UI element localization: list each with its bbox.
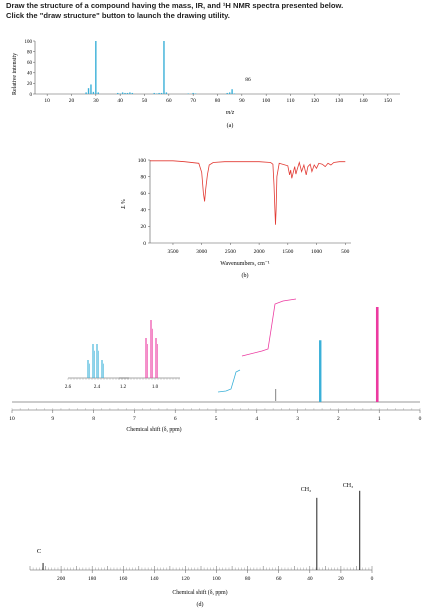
h-nmr-tms-marker	[275, 389, 277, 401]
ms-xtick-label: 130	[335, 98, 344, 104]
ir-xlabel: Wavenumbers, cm⁻¹	[220, 261, 270, 267]
ms-ytick-label: 60	[27, 61, 33, 66]
ir-ytick-label: 80	[141, 174, 147, 180]
ms-xtick-label: 10	[44, 98, 50, 104]
c-nmr-xtick-label: 160	[119, 576, 128, 582]
c-nmr-panel: 200 180 160 140 120 100 80 60 40 20 0 CH₂ CH₃ C Ch…	[29, 483, 374, 608]
ms-xtick-label: 110	[286, 98, 294, 104]
h-nmr-xtick-label: 9	[51, 416, 54, 422]
question-text: Draw the structure of a compound having …	[6, 1, 424, 20]
h-nmr-xtick-label: 1	[378, 416, 381, 422]
h-nmr-integral-cyan	[217, 369, 241, 393]
c-nmr-xlabel: Chemical shift (δ, ppm)	[172, 589, 227, 596]
ms-ytick-label: 100	[25, 40, 33, 45]
ms-ytick-label: 0	[30, 93, 33, 98]
c-nmr-xtick-label: 120	[181, 576, 190, 582]
c-nmr-xtick-label: 140	[150, 576, 159, 582]
ir-xtick-label: 3000	[196, 249, 207, 255]
inset-left-tick-1: 2.6	[65, 385, 72, 390]
ir-xtick-label: 2000	[254, 249, 265, 255]
h-nmr-inset-quartet: 2.6 2.4	[65, 344, 129, 390]
ms-xtick-label: 40	[117, 98, 123, 104]
ir-ytick-label: 100	[138, 158, 147, 164]
c-nmr-xtick-label: 100	[212, 576, 221, 582]
ms-xtick-label: 20	[69, 98, 75, 104]
ir-xtick-label: 1000	[311, 249, 322, 255]
ms-xtick-label: 70	[190, 98, 196, 104]
ir-xtick-label: 2500	[225, 249, 236, 255]
h-nmr-xtick-label: 7	[133, 416, 136, 422]
ms-annotation-86: 86	[245, 77, 251, 83]
ir-ytick-label: 20	[141, 224, 147, 230]
panel-a-label: (a)	[227, 122, 234, 129]
h-nmr-xtick-label: 4	[255, 416, 258, 422]
c-nmr-xtick-label: 60	[276, 576, 282, 582]
ms-xtick-label: 30	[93, 98, 99, 104]
ms-xtick-label: 60	[166, 98, 172, 104]
ms-xtick-label: 100	[262, 98, 271, 104]
ir-ytick-label: 0	[143, 241, 146, 247]
h-nmr-inset-triplet: 1.2 1.0	[118, 320, 180, 390]
ir-trace	[150, 160, 346, 225]
h-nmr-peak-quartet	[319, 340, 322, 402]
question-line-1: Draw the structure of a compound having …	[6, 1, 344, 10]
mass-spectrum-panel: Relative intensity 0 20 40 60 80 100 10 20 30 40…	[12, 40, 400, 129]
h-nmr-integral-pink	[241, 298, 297, 357]
ms-ytick-label: 40	[27, 72, 33, 77]
h-nmr-xtick-label: 3	[296, 416, 299, 422]
h-nmr-peak-triplet	[375, 307, 379, 402]
ir-xtick-label: 1500	[282, 249, 293, 255]
ir-spectrum-panel: % T 0 20 40 60 80 100 3500 3000 2500 2000 1500 100…	[119, 158, 351, 279]
panel-d-label: (d)	[197, 601, 204, 608]
ms-ytick-label: 80	[27, 50, 33, 55]
h-nmr-xtick-label: 6	[174, 416, 177, 422]
ms-ylabel: Relative intensity	[12, 53, 18, 95]
question-line-2: Click the "draw structure" button to lau…	[6, 10, 230, 20]
ir-xtick-label: 3500	[167, 249, 178, 255]
panel-b-label: (b)	[242, 272, 249, 279]
c-nmr-label-c: C	[37, 548, 41, 555]
h-nmr-panel: 2.6 2.4 1.2 1.0 10 9 8 7 6 5 4 3 2 1 0 Chemical sh…	[9, 298, 422, 433]
inset-right-tick-2: 1.0	[152, 385, 159, 390]
h-nmr-xtick-label: 8	[92, 416, 95, 422]
c-nmr-label-ch3: CH₃	[343, 483, 353, 489]
ms-xtick-label: 120	[311, 98, 320, 104]
c-nmr-xtick-label: 80	[245, 576, 251, 582]
ms-xtick-label: 90	[239, 98, 245, 104]
c-nmr-xtick-label: 20	[338, 576, 344, 582]
h-nmr-xlabel: Chemical shift (δ, ppm)	[126, 426, 181, 433]
ir-xtick-label: 500	[341, 249, 350, 255]
h-nmr-xtick-label: 2	[337, 416, 340, 422]
h-nmr-xtick-label: 10	[9, 416, 15, 422]
h-nmr-xtick-label: 5	[215, 416, 218, 422]
ms-xlabel: m/z	[226, 110, 235, 116]
ms-ytick-label: 20	[27, 82, 33, 87]
c-nmr-xtick-label: 180	[88, 576, 97, 582]
ms-xtick-label: 50	[142, 98, 148, 104]
inset-right-tick-1: 1.2	[120, 385, 127, 390]
ir-ytick-label: 40	[141, 208, 147, 214]
ms-xtick-label: 150	[384, 98, 393, 104]
h-nmr-xtick-label: 0	[419, 416, 422, 422]
c-nmr-xtick-label: 200	[57, 576, 66, 582]
c-nmr-xtick-label: 40	[307, 576, 313, 582]
ir-ytick-label: 60	[141, 191, 147, 197]
c-nmr-label-ch2: CH₂	[301, 487, 311, 493]
c-nmr-xtick-label: 0	[371, 576, 374, 582]
ms-xtick-label: 80	[215, 98, 221, 104]
ir-ylabel: % T	[119, 199, 125, 209]
ms-xtick-label: 140	[359, 98, 368, 104]
inset-left-tick-2: 2.4	[94, 385, 101, 390]
